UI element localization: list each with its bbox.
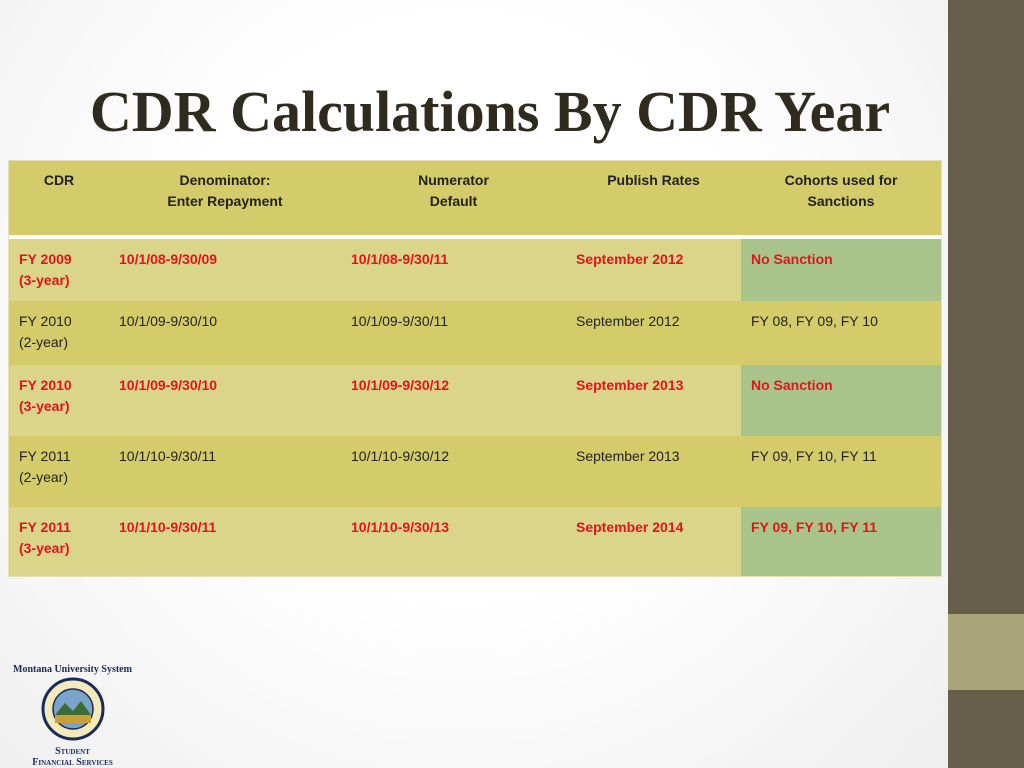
table-cell: September 2014 bbox=[576, 519, 684, 535]
table-row: FY 2009 (3-year) 10/1/08-9/30/09 10/1/08-9… bbox=[9, 239, 941, 301]
header-separator bbox=[9, 235, 941, 239]
table-cell: 10/1/09-9/30/11 bbox=[351, 313, 449, 329]
table-cell: No Sanction bbox=[741, 239, 941, 301]
logo: Montana University System Student Financ… bbox=[10, 664, 135, 768]
table-cell: No Sanction bbox=[741, 365, 941, 436]
table-cell: 10/1/10-9/30/12 bbox=[351, 448, 450, 464]
table-cell: FY 2010 (2-year) bbox=[19, 313, 72, 350]
table-cell: FY 2010 (3-year) bbox=[19, 377, 72, 414]
header-cell: Denominator: Enter Repayment bbox=[167, 172, 283, 209]
table-cell: September 2013 bbox=[576, 448, 680, 464]
table-cell: 10/1/10-9/30/11 bbox=[119, 448, 217, 464]
logo-text: Montana University System bbox=[13, 664, 132, 675]
table-cell: FY 09, FY 10, FY 11 bbox=[741, 507, 941, 576]
seal bbox=[41, 677, 104, 741]
header-cell: CDR bbox=[43, 172, 75, 188]
table-cell: FY 2011 (3-year) bbox=[19, 519, 71, 556]
header-cell: Numerator Default bbox=[418, 172, 489, 209]
table-cell: 10/1/09-9/30/10 bbox=[119, 377, 218, 393]
table-cell: September 2012 bbox=[576, 313, 680, 329]
table-row: FY 2011 (2-year) 10/1/10-9/30/11 10/1/10-9… bbox=[9, 436, 941, 507]
table-cell: FY 08, FY 09, FY 10 bbox=[751, 313, 878, 329]
header-cell: Cohorts used for Sanctions bbox=[784, 172, 898, 209]
table-row: FY 2010 (3-year) 10/1/09-9/30/10 10/1/09-9… bbox=[9, 365, 941, 436]
slide-title: CDR Calculations By CDR Year bbox=[89, 79, 891, 144]
table-cell: FY 2009 (3-year) bbox=[19, 251, 72, 288]
table-cell: September 2013 bbox=[576, 377, 684, 393]
table-cell: FY 2011 (2-year) bbox=[19, 448, 71, 485]
table-row: FY 2011 (3-year) 10/1/10-9/30/11 10/1/10-9… bbox=[9, 507, 941, 576]
table-cell: 10/1/08-9/30/09 bbox=[119, 251, 218, 267]
header-row: CDR Denominator: Enter Repayment Numerator… bbox=[9, 161, 941, 235]
table-cell: 10/1/09-9/30/10 bbox=[119, 313, 218, 329]
table: CDR Denominator: Enter Repayment Numerator… bbox=[8, 160, 942, 577]
sidebar-accent bbox=[948, 614, 1024, 690]
logo-text: Student Financial Services bbox=[32, 746, 113, 768]
table-row: FY 2010 (2-year) 10/1/09-9/30/10 10/1/09-9… bbox=[9, 301, 941, 365]
table-cell: 10/1/10-9/30/13 bbox=[351, 519, 450, 535]
table-cell: 10/1/10-9/30/11 bbox=[119, 519, 217, 535]
table-cell: 10/1/09-9/30/12 bbox=[351, 377, 450, 393]
table-cell: FY 09, FY 10, FY 11 bbox=[751, 448, 877, 464]
header-cell: Publish Rates bbox=[607, 172, 700, 188]
table-cell: 10/1/08-9/30/11 bbox=[351, 251, 449, 267]
table-cell: September 2012 bbox=[576, 251, 684, 267]
